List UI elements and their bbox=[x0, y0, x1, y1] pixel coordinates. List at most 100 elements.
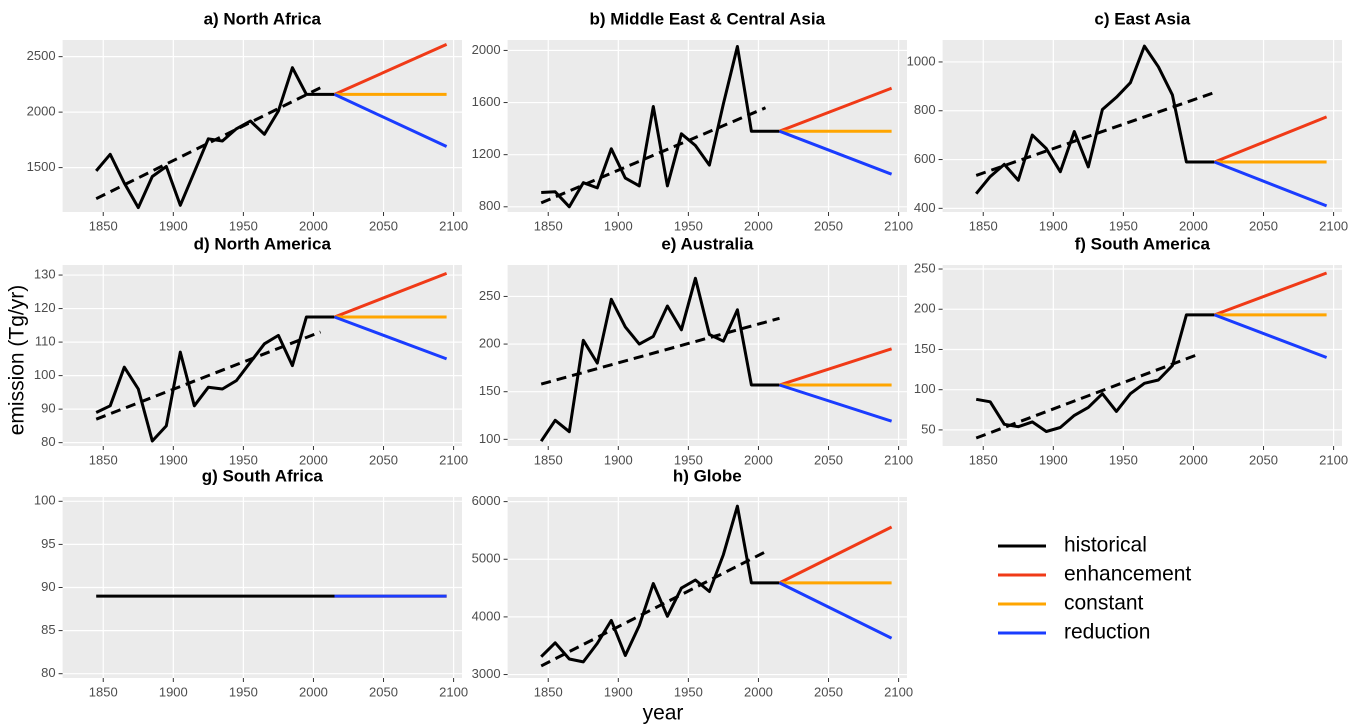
y-tick-label: 95 bbox=[41, 536, 55, 551]
series-line bbox=[778, 525, 893, 585]
x-tick-label: 1900 bbox=[1039, 452, 1068, 467]
plot-panel bbox=[507, 40, 907, 212]
plot-panel bbox=[507, 497, 907, 678]
panel-title: h) Globe bbox=[673, 466, 742, 485]
y-tick-label: 150 bbox=[479, 383, 501, 398]
y-tick-label: 80 bbox=[41, 434, 55, 449]
x-tick-label: 2000 bbox=[299, 218, 328, 233]
x-tick-label: 2100 bbox=[439, 684, 468, 699]
y-tick-label: 1000 bbox=[907, 53, 936, 68]
x-tick-label: 2050 bbox=[814, 452, 843, 467]
panel-title: a) North Africa bbox=[204, 9, 322, 28]
x-tick-label: 1850 bbox=[969, 218, 998, 233]
y-tick-label: 100 bbox=[479, 431, 501, 446]
y-tick-label: 90 bbox=[41, 401, 55, 416]
x-tick-label: 2000 bbox=[299, 452, 328, 467]
panel-title: f) South America bbox=[1075, 234, 1211, 253]
y-tick-label: 130 bbox=[34, 266, 56, 281]
y-tick-label: 1200 bbox=[472, 146, 501, 161]
x-tick-label: 2050 bbox=[1249, 452, 1278, 467]
x-tick-label: 1950 bbox=[674, 218, 703, 233]
y-tick-label: 2500 bbox=[27, 48, 56, 63]
y-tick-label: 90 bbox=[41, 579, 55, 594]
plot-panel bbox=[942, 40, 1342, 212]
x-axis-title: year bbox=[643, 702, 684, 725]
series-line bbox=[1213, 313, 1328, 359]
x-tick-label: 1900 bbox=[159, 218, 188, 233]
x-tick-label: 2050 bbox=[1249, 218, 1278, 233]
x-tick-label: 1850 bbox=[534, 218, 563, 233]
y-tick-label: 6000 bbox=[472, 493, 501, 508]
x-tick-label: 2000 bbox=[744, 218, 773, 233]
y-tick-label: 2000 bbox=[472, 42, 501, 57]
legend-label: constant bbox=[1064, 592, 1144, 615]
trend-line bbox=[540, 106, 767, 205]
x-tick-label: 1900 bbox=[604, 218, 633, 233]
trend-line bbox=[975, 352, 1202, 440]
legend-label: reduction bbox=[1064, 621, 1150, 644]
series-line bbox=[1213, 115, 1328, 164]
y-tick-label: 250 bbox=[914, 260, 936, 275]
x-tick-label: 1850 bbox=[969, 452, 998, 467]
series-line bbox=[975, 313, 1215, 433]
x-tick-label: 1950 bbox=[674, 684, 703, 699]
trend-line bbox=[540, 316, 780, 386]
series-line bbox=[539, 276, 780, 443]
x-tick-label: 2100 bbox=[439, 218, 468, 233]
series-line bbox=[541, 45, 780, 209]
series-line bbox=[778, 86, 893, 133]
series-line bbox=[1213, 160, 1328, 208]
x-tick-label: 2100 bbox=[884, 452, 913, 467]
panel-title: c) East Asia bbox=[1094, 9, 1190, 28]
trend-line bbox=[540, 550, 767, 668]
x-tick-label: 1900 bbox=[604, 452, 633, 467]
y-tick-label: 2000 bbox=[27, 104, 56, 119]
x-tick-label: 2000 bbox=[744, 684, 773, 699]
x-tick-label: 1950 bbox=[1109, 452, 1138, 467]
x-tick-label: 2050 bbox=[369, 218, 398, 233]
y-tick-label: 800 bbox=[914, 102, 936, 117]
trend-line bbox=[95, 330, 322, 421]
x-tick-label: 1900 bbox=[604, 684, 633, 699]
y-tick-label: 80 bbox=[41, 665, 55, 680]
y-tick-label: 400 bbox=[914, 200, 936, 215]
legend: historical enhancement constant reduction bbox=[998, 534, 1191, 644]
x-tick-label: 2050 bbox=[814, 218, 843, 233]
series-line bbox=[778, 129, 893, 176]
x-tick-label: 1950 bbox=[674, 452, 703, 467]
x-tick-label: 2000 bbox=[299, 684, 328, 699]
y-axis-title: emission (Tg/yr) bbox=[6, 285, 29, 436]
series-line bbox=[333, 93, 448, 148]
x-tick-label: 2000 bbox=[1179, 218, 1208, 233]
x-tick-label: 1950 bbox=[229, 684, 258, 699]
x-tick-label: 2050 bbox=[369, 452, 398, 467]
x-tick-label: 2000 bbox=[744, 452, 773, 467]
x-tick-label: 1850 bbox=[89, 218, 118, 233]
y-tick-label: 800 bbox=[479, 198, 501, 213]
series-line bbox=[778, 581, 893, 640]
x-tick-label: 2050 bbox=[369, 684, 398, 699]
y-tick-label: 100 bbox=[34, 367, 56, 382]
x-tick-label: 1850 bbox=[534, 452, 563, 467]
plot-panel bbox=[942, 265, 1342, 446]
y-tick-label: 110 bbox=[35, 334, 56, 349]
x-tick-label: 1900 bbox=[1039, 218, 1068, 233]
x-tick-label: 2100 bbox=[1319, 452, 1348, 467]
x-tick-label: 1950 bbox=[229, 452, 258, 467]
y-tick-label: 3000 bbox=[472, 666, 501, 681]
legend-label: enhancement bbox=[1064, 563, 1191, 586]
legend-label: historical bbox=[1064, 534, 1147, 557]
y-tick-label: 1500 bbox=[27, 159, 56, 174]
y-tick-label: 200 bbox=[914, 301, 936, 316]
y-tick-label: 100 bbox=[34, 493, 56, 508]
x-tick-label: 2100 bbox=[884, 218, 913, 233]
panel-title: b) Middle East & Central Asia bbox=[590, 9, 826, 28]
x-tick-label: 1850 bbox=[534, 684, 563, 699]
series-line bbox=[779, 347, 893, 387]
x-tick-label: 1900 bbox=[159, 452, 188, 467]
x-tick-label: 1950 bbox=[229, 218, 258, 233]
series-line bbox=[333, 272, 448, 319]
x-tick-label: 2100 bbox=[1319, 218, 1348, 233]
